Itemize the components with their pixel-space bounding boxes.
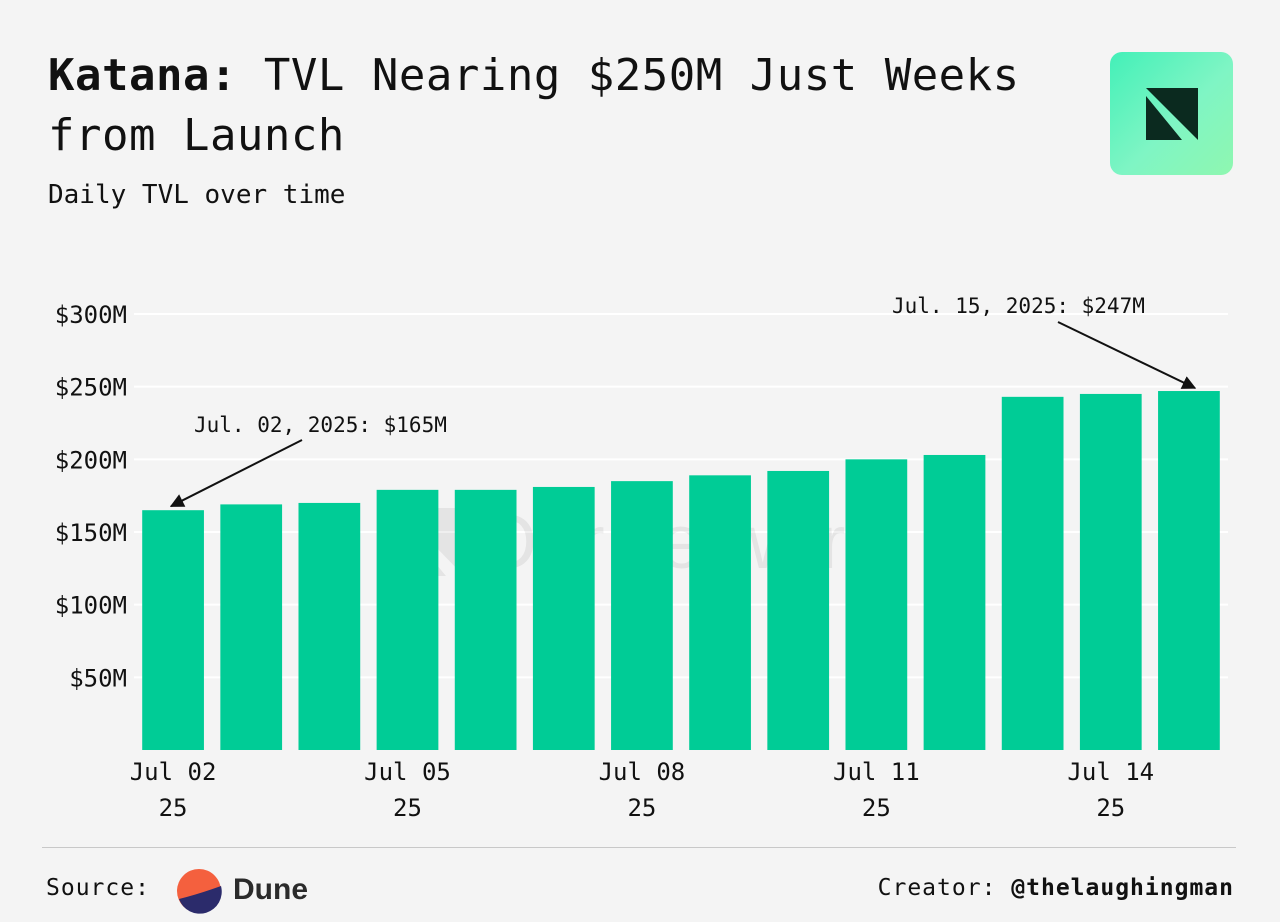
annotation-label: Jul. 15, 2025: $247M [892, 294, 1145, 318]
bar [1001, 396, 1064, 750]
ournetwork-logo-icon [1110, 52, 1233, 175]
x-tick-label: Jul 05 [364, 758, 451, 786]
y-tick-label: $200M [55, 446, 127, 474]
y-tick-label: $150M [55, 519, 127, 547]
creator-label: Creator: [877, 875, 997, 901]
creator: Creator: @thelaughingman [878, 872, 1234, 904]
bar [376, 489, 439, 750]
bar [767, 470, 830, 750]
x-tick-year: 25 [1096, 794, 1125, 822]
bar [142, 510, 204, 750]
bar [532, 486, 595, 750]
bar-chart: OurNetwork $50M$100M$150M$200M$250M$300M… [55, 294, 1228, 822]
y-tick-label: $50M [69, 664, 127, 692]
bar [298, 502, 361, 750]
bar [1079, 393, 1142, 750]
y-tick-label: $300M [55, 301, 127, 329]
y-axis-labels: $50M $100M $150M $200M $250M $300M [55, 301, 127, 692]
x-tick-label: Jul 14 [1067, 758, 1154, 786]
x-tick-year: 25 [862, 794, 891, 822]
y-tick-label: $250M [55, 374, 127, 402]
title-brand: Katana: [48, 50, 237, 101]
bar [611, 481, 673, 750]
bar [454, 489, 517, 750]
annotation-label: Jul. 02, 2025: $165M [194, 413, 447, 437]
grid-lines [134, 313, 1228, 679]
x-tick-label: Jul 02 [130, 758, 217, 786]
footer-divider [42, 847, 1236, 848]
bars [142, 391, 1220, 750]
bar [1158, 391, 1220, 750]
creator-handle: @thelaughingman [1011, 875, 1234, 901]
bar [689, 475, 751, 750]
chart-title: Katana: TVL Nearing $250M Just Weeks fro… [48, 46, 1048, 166]
annotation-arrow [169, 439, 303, 508]
source-label: Source: [46, 875, 150, 901]
x-axis-labels: Jul 02 25 Jul 05 25 Jul 08 25 Jul 11 25 Jul 14 25 [130, 758, 1154, 822]
source-name: Dune [233, 873, 308, 906]
annotations: Jul. 02, 2025: $165M Jul. 15, 2025: $247M [169, 294, 1197, 508]
x-tick-year: 25 [159, 794, 188, 822]
x-tick-label: Jul 11 [833, 758, 920, 786]
annotation-arrow [1057, 321, 1197, 389]
x-tick-label: Jul 08 [599, 758, 686, 786]
x-tick-year: 25 [627, 794, 656, 822]
title-text: TVL Nearing $250M Just Weeks from Launch [48, 50, 1020, 161]
bar [923, 454, 986, 750]
bar [845, 459, 908, 750]
bar [220, 504, 283, 750]
x-tick-year: 25 [393, 794, 422, 822]
dune-logo-icon [177, 869, 222, 914]
y-tick-label: $100M [55, 592, 127, 620]
chart-subtitle: Daily TVL over time [48, 180, 346, 210]
